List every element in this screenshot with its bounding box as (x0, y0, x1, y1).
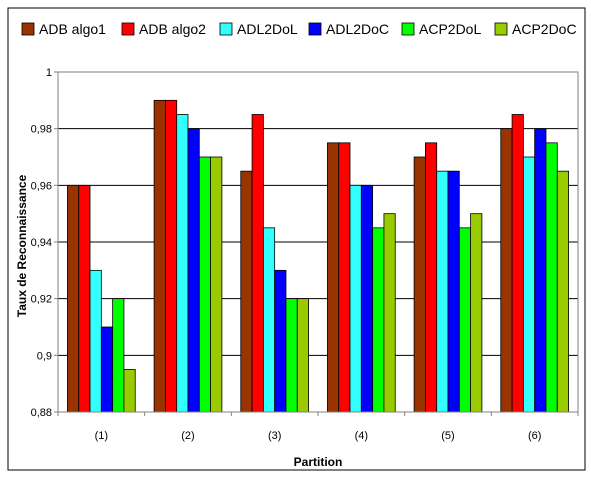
y-tick-label: 0,98 (31, 124, 52, 136)
y-tick-label: 0,88 (31, 407, 52, 419)
bar (153, 99, 166, 413)
legend-swatch (494, 22, 508, 36)
bar (413, 156, 426, 413)
bar (511, 114, 524, 413)
legend-label: ADB algo1 (39, 21, 106, 37)
bar (424, 142, 438, 413)
bar (123, 369, 136, 413)
bar (338, 142, 351, 413)
bar (522, 156, 536, 413)
bar (164, 99, 178, 413)
bar (176, 114, 189, 413)
bar (360, 184, 374, 413)
y-tick-label: 0,9 (37, 350, 52, 362)
y-tick-label: 0,94 (31, 237, 52, 249)
bar (470, 213, 483, 413)
bar (78, 184, 91, 413)
x-axis-label: Partition (294, 455, 343, 469)
bar (545, 142, 558, 413)
bar (187, 128, 200, 413)
bar (285, 298, 298, 413)
bar (112, 298, 125, 413)
bar (447, 170, 460, 413)
y-axis-label: Taux de Reconnaissance (15, 174, 29, 317)
bar (251, 114, 264, 413)
bars (67, 99, 569, 413)
x-tick-label: (4) (355, 430, 368, 442)
x-axis-ticks: (1) (2) (3) (4) (5) (6) (57, 412, 579, 442)
bar (327, 142, 340, 413)
bar (240, 170, 253, 413)
legend-label: ACP2DoC (512, 21, 577, 37)
bar (262, 227, 276, 413)
bar (100, 326, 114, 413)
legend-swatch (219, 22, 233, 36)
x-tick-label: (6) (528, 430, 541, 442)
bar (198, 156, 212, 413)
bar (89, 269, 102, 413)
legend-swatch (121, 22, 135, 36)
bar (556, 170, 569, 413)
bar (349, 184, 362, 413)
bar (274, 269, 287, 413)
bar (210, 156, 223, 413)
x-tick-label: (3) (268, 430, 281, 442)
bar (500, 128, 513, 413)
bar (296, 298, 309, 413)
legend-label: ADL2DoL (237, 21, 298, 37)
bar (383, 213, 396, 413)
legend-swatch (21, 22, 35, 36)
x-tick-label: (5) (441, 430, 454, 442)
legend: ADB algo1 ADB algo2 ADL2DoL ADL2DoC ACP2DoL A… (21, 21, 577, 37)
legend-label: ADL2DoC (326, 21, 389, 37)
x-tick-label: (1) (95, 430, 108, 442)
y-axis-ticks: 0,88 0,9 0,92 0,94 0,96 0,98 1 (31, 67, 58, 419)
legend-label: ACP2DoL (419, 21, 481, 37)
bar (436, 170, 449, 413)
bar (372, 227, 385, 413)
y-tick-label: 0,92 (31, 294, 52, 306)
y-tick-label: 0,96 (31, 180, 52, 192)
legend-swatch (308, 22, 322, 36)
legend-label: ADB algo2 (139, 21, 206, 37)
x-tick-label: (2) (181, 430, 194, 442)
legend-swatch (401, 22, 415, 36)
bar (67, 184, 80, 413)
y-tick-label: 1 (46, 67, 52, 79)
bar (534, 128, 547, 413)
bar (458, 227, 471, 413)
